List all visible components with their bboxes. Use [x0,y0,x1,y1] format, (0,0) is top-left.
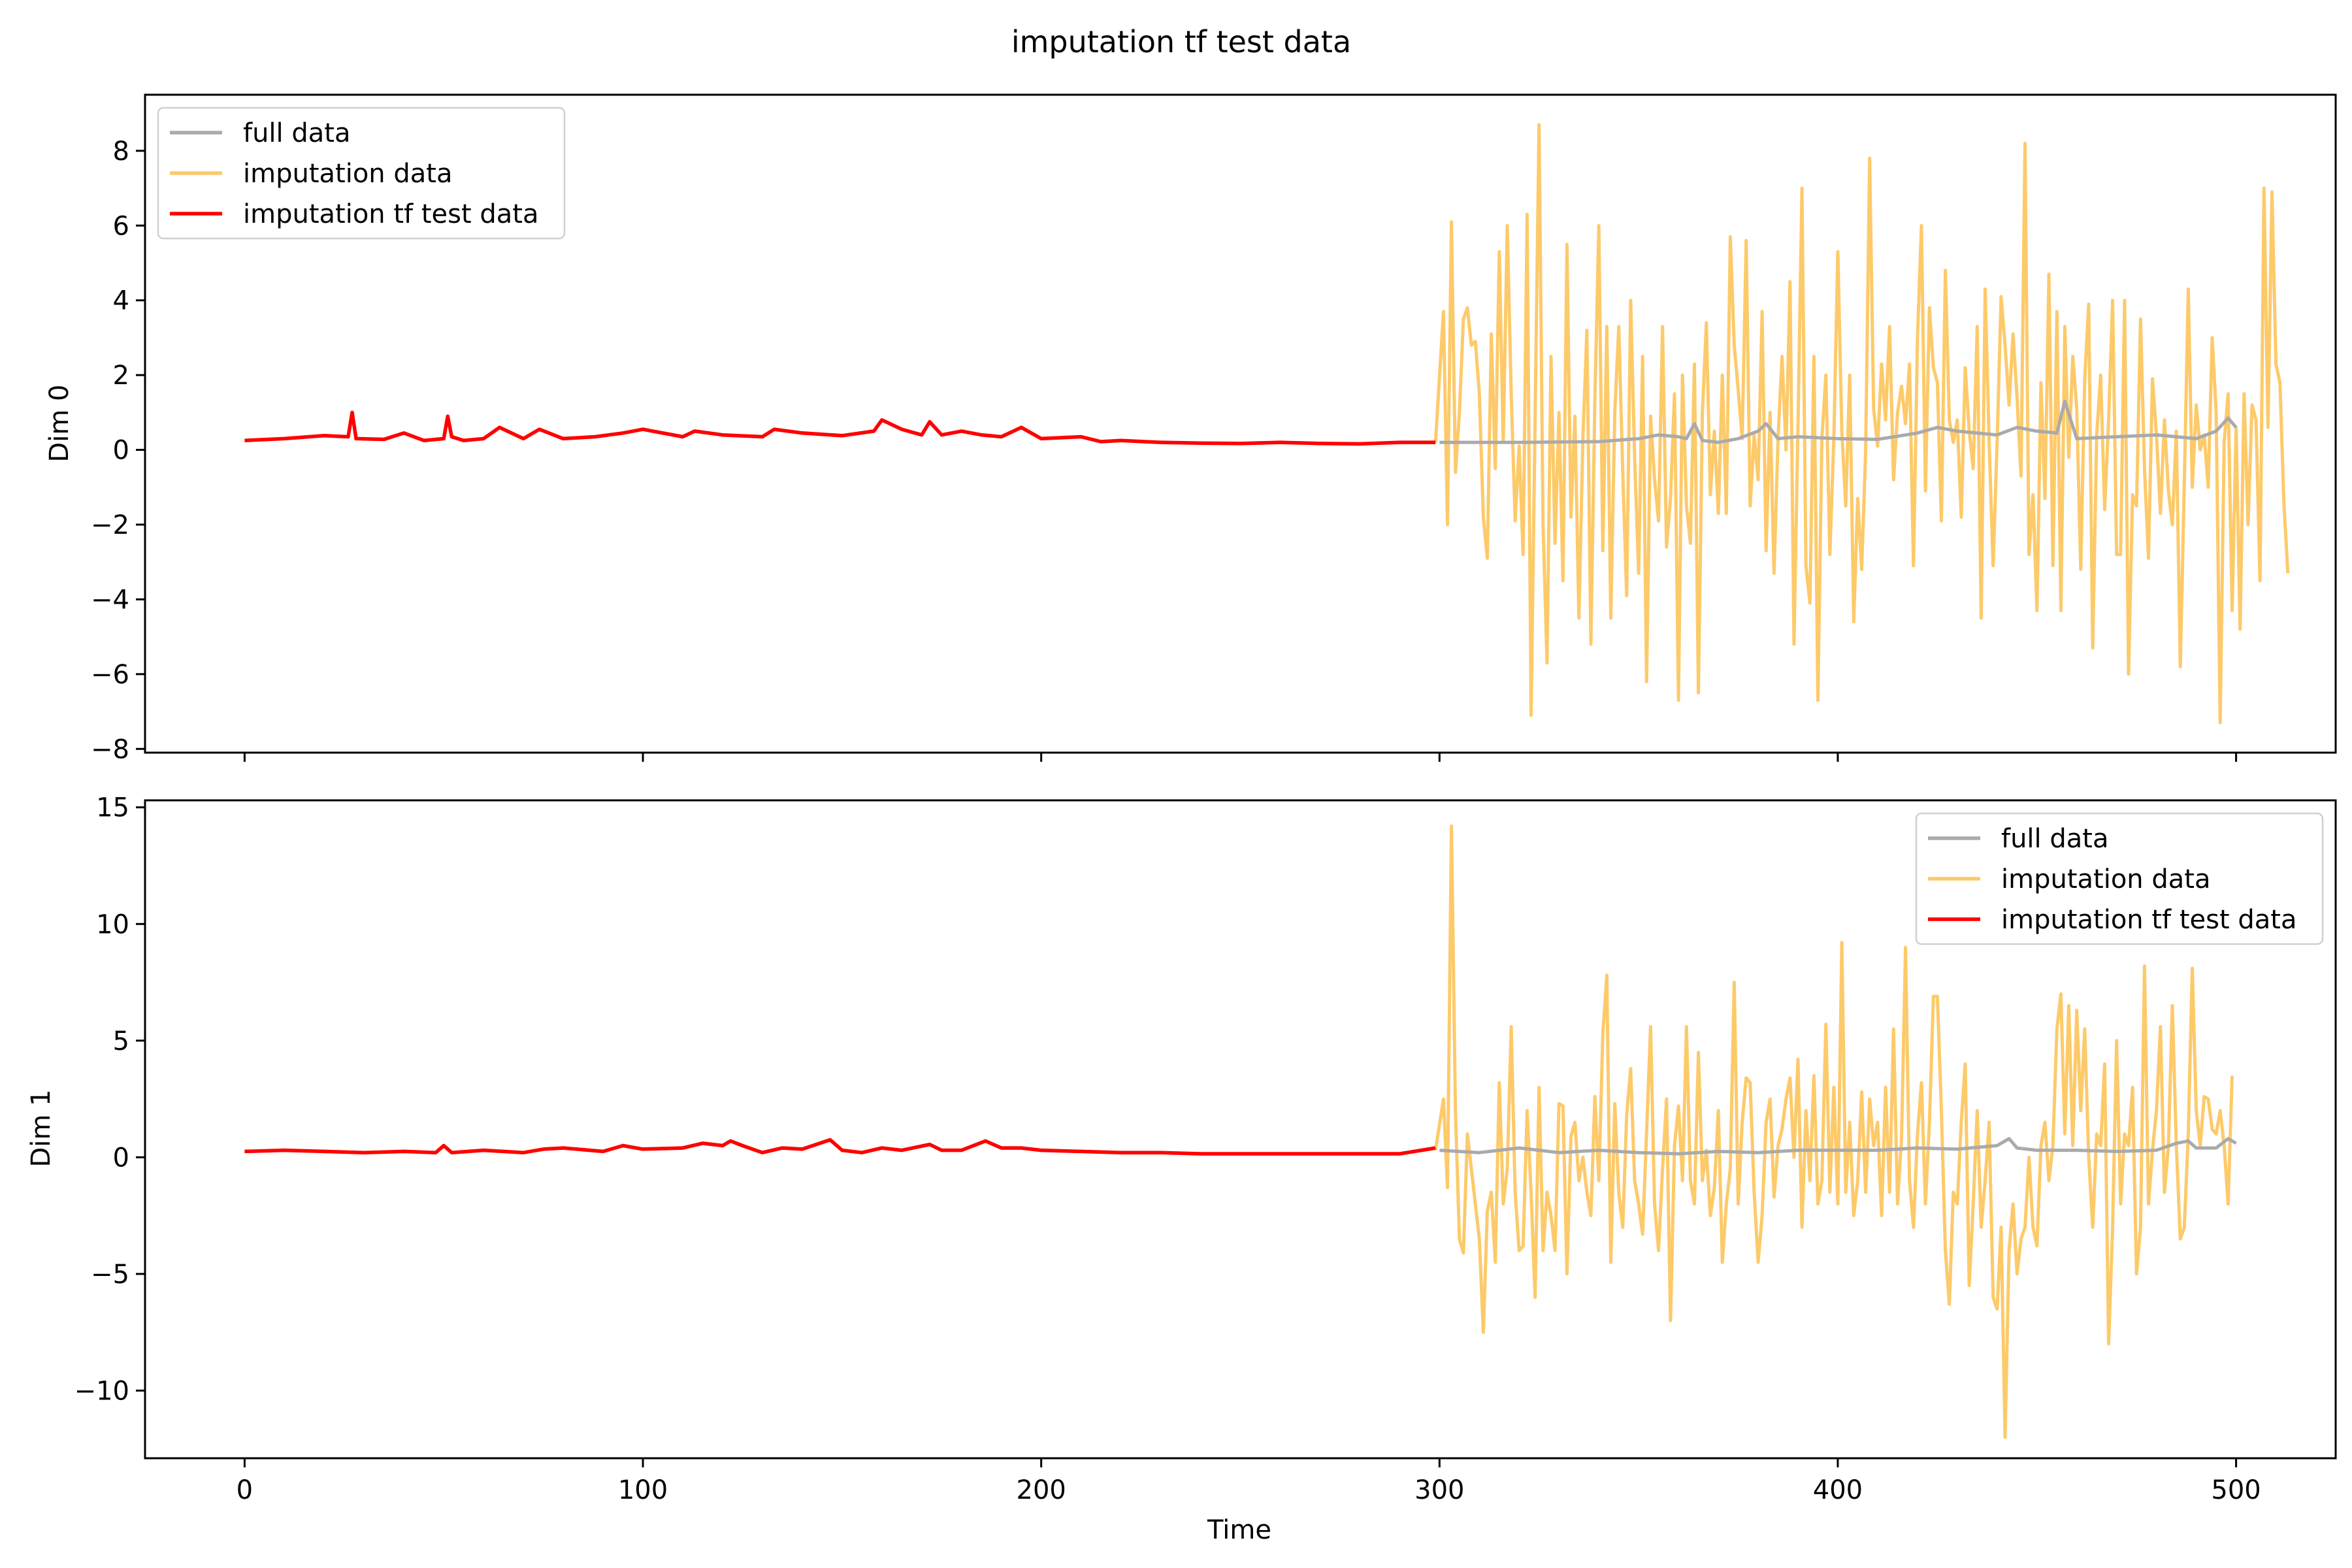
y-tick-label-0-1: 6 [113,211,129,241]
legend-label-1-1: imputation data [2001,864,2210,894]
legend-label-1-0: full data [2001,824,2108,854]
legend-label-0-1: imputation data [243,159,452,189]
legend-label-0-2: imputation tf test data [243,199,538,229]
y-tick-label-0-5: −2 [91,510,129,540]
legend-box-1 [1915,812,2324,945]
y-axis-label-dim0: Dim 0 [44,384,74,462]
x-axis-label: Time [1207,1515,1271,1545]
chart-title: imputation tf test data [1011,24,1351,59]
legend-label-1-2: imputation tf test data [2001,905,2296,935]
subplot-0: 8 6 4 2 0 −2 −4 −6 −8 full data imputation data imp… [91,93,2337,764]
series-line-imputation-data [1433,123,2290,725]
x-tick-label-3: 300 [1414,1475,1464,1505]
plot-frame-1 [144,799,2337,1460]
series-line-imputation-tf-test-data [244,410,1436,446]
plot-frame-0 [144,93,2337,754]
y-tick-label-1-5: −10 [74,1376,129,1406]
x-tick-label-0: 0 [237,1475,253,1505]
x-tick-label-4: 400 [1813,1475,1863,1505]
y-tick-label-1-0: 15 [96,793,129,823]
y-axis-label-dim1: Dim 1 [26,1089,56,1167]
legend-1: full data imputation data imputation tf te… [1915,812,2324,945]
y-tick-label-0-7: −6 [91,660,129,690]
subplot-1: 15 10 5 0 −5 −10 0 100 200 300 400 500 full data impu… [74,793,2337,1505]
series-line-imputation-tf-test-data [244,1137,1436,1156]
series-line-imputation-data [1433,824,2234,1439]
y-tick-label-1-1: 10 [96,909,129,939]
legend-0: full data imputation data imputation tf te… [157,106,566,240]
y-tick-label-0-2: 4 [113,286,129,316]
x-tick-label-1: 100 [618,1475,668,1505]
y-tick-label-0-3: 2 [113,361,129,391]
y-tick-label-0-6: −4 [91,585,129,615]
y-tick-label-1-3: 0 [113,1143,129,1173]
x-tick-label-2: 200 [1017,1475,1066,1505]
legend-label-0-0: full data [243,118,350,148]
y-tick-label-0-4: 0 [113,436,129,466]
series-line-full-data [1439,1137,2237,1156]
y-tick-label-1-4: −5 [91,1260,129,1290]
plot-layer: 8 6 4 2 0 −2 −4 −6 −8 full data imputation data imp… [74,93,2337,1505]
y-tick-label-0-8: −8 [91,734,129,764]
legend-box-0 [157,106,566,240]
series-line-full-data [1439,399,2238,444]
y-tick-label-1-2: 5 [113,1026,129,1056]
x-tick-label-5: 500 [2211,1475,2261,1505]
y-tick-label-0-0: 8 [113,137,129,167]
